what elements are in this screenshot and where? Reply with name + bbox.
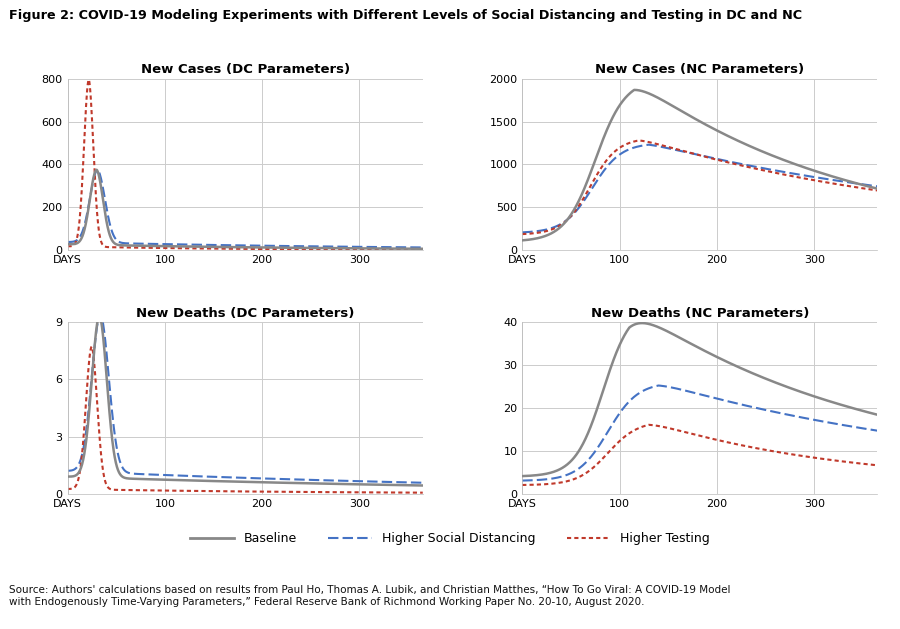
Title: New Cases (NC Parameters): New Cases (NC Parameters) <box>595 63 805 76</box>
Text: Figure 2: COVID-19 Modeling Experiments with Different Levels of Social Distanci: Figure 2: COVID-19 Modeling Experiments … <box>9 9 802 23</box>
Title: New Deaths (DC Parameters): New Deaths (DC Parameters) <box>136 307 355 320</box>
Text: Source: Authors' calculations based on results from Paul Ho, Thomas A. Lubik, an: Source: Authors' calculations based on r… <box>9 585 731 606</box>
Title: New Cases (DC Parameters): New Cases (DC Parameters) <box>140 63 350 76</box>
Legend: Baseline, Higher Social Distancing, Higher Testing: Baseline, Higher Social Distancing, High… <box>184 527 716 550</box>
Title: New Deaths (NC Parameters): New Deaths (NC Parameters) <box>590 307 809 320</box>
